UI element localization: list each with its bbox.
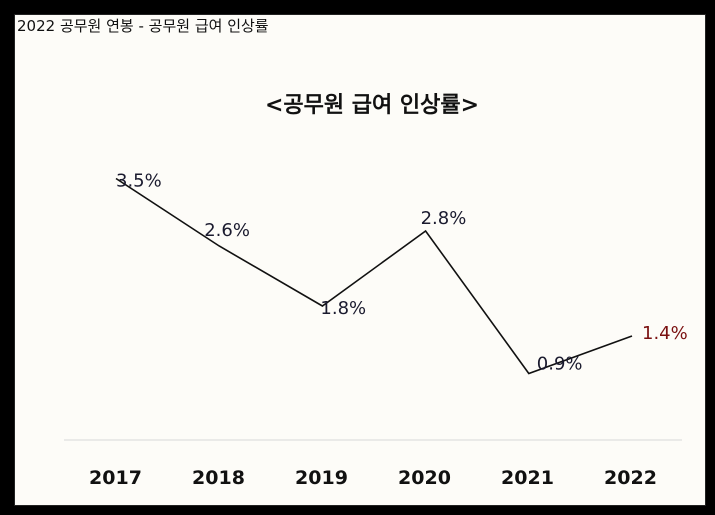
x-tick-label: 2019 [295,467,348,489]
x-tick-label: 2021 [501,467,554,489]
x-tick-label: 2018 [192,467,245,489]
x-tick-label: 2022 [604,467,657,489]
data-label: 2.6% [204,220,250,241]
x-tick-label: 2017 [89,467,142,489]
series-group [115,177,633,375]
data-label: 1.4% [642,323,688,344]
data-labels: 3.5% 2.6% 1.8% 2.8% 0.9% 1.4% [116,171,688,375]
data-label: 0.9% [537,354,583,375]
series-line [115,177,633,375]
data-label: 2.8% [421,208,467,229]
x-tick-label: 2020 [398,467,451,489]
chart-title: <공무원 급여 인상률> [265,93,479,118]
caption-text: 2022 공무원 연봉 - 공무원 급여 인상률 [17,17,269,35]
x-axis-ticks: 2017 2018 2019 2020 2021 2022 [89,467,657,489]
data-label: 1.8% [320,298,366,319]
data-label: 3.5% [116,171,162,192]
chart-panel [14,14,706,506]
